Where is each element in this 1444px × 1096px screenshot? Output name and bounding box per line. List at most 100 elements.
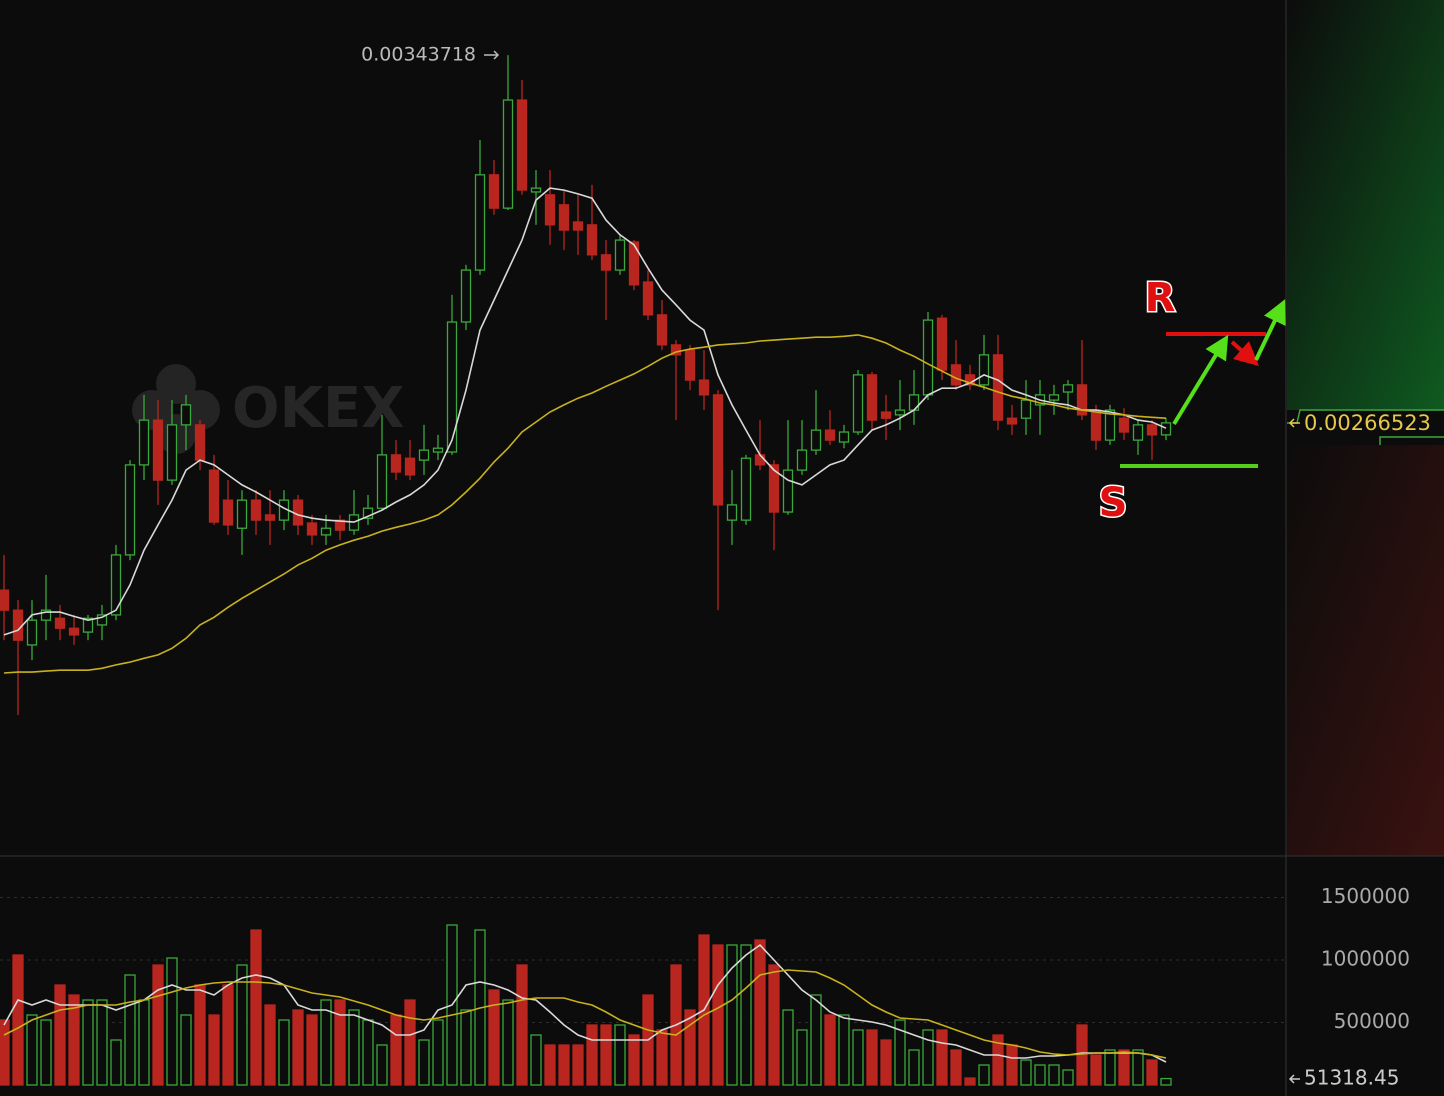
volume-bar [432, 1019, 444, 1086]
volume-bar [558, 1044, 570, 1086]
volume-bar [404, 999, 416, 1086]
volume-bar [26, 1014, 38, 1086]
candle-body [68, 627, 80, 636]
volume-bar [390, 1014, 402, 1086]
candle-body [474, 174, 486, 271]
volume-bar [852, 1029, 864, 1086]
candle-body [642, 281, 654, 316]
candle-body [1132, 424, 1144, 441]
volume-bar [880, 1039, 892, 1086]
candle-body [40, 609, 52, 621]
candle-body [82, 617, 94, 633]
candle-body [838, 431, 850, 443]
volume-bar [418, 1039, 430, 1086]
volume-bar [782, 1009, 794, 1086]
volume-bar [894, 1019, 906, 1086]
y-tick-label: 1500000 [1321, 884, 1410, 908]
volume-bar [530, 1034, 542, 1086]
volume-bar [656, 1029, 668, 1086]
candle-body [922, 319, 934, 396]
volume-bar [96, 999, 108, 1086]
candle-body [558, 204, 570, 231]
candle-body [390, 454, 402, 473]
volume-bar [992, 1034, 1004, 1086]
candle-body [824, 429, 836, 441]
volume-bar [152, 964, 164, 1086]
volume-bar [236, 964, 248, 1086]
candle-body [376, 454, 388, 509]
volume-bar [866, 1029, 878, 1086]
candle-body [754, 454, 766, 466]
depth-ask-area [1287, 445, 1444, 856]
volume-bar [180, 1014, 192, 1086]
volume-bar [1118, 1049, 1130, 1086]
candle-body [614, 239, 626, 271]
candle-body [1048, 394, 1060, 401]
volume-bar [1146, 1059, 1158, 1086]
volume-bar [936, 1029, 948, 1086]
volume-bar [334, 999, 346, 1086]
moving-average [3, 334, 1167, 674]
candle-body [950, 364, 962, 386]
candle-body [572, 221, 584, 231]
volume-bar [754, 939, 766, 1086]
candle-body [1076, 384, 1088, 416]
candle-body [446, 321, 458, 453]
volume-bar [1048, 1064, 1060, 1086]
volume-bar [124, 974, 136, 1086]
candle-body [530, 187, 542, 193]
volume-bar [1062, 1069, 1074, 1086]
candle-body [698, 379, 710, 396]
candle-body [978, 354, 990, 386]
volume-bar [250, 929, 262, 1086]
volume-bar [222, 984, 234, 1086]
candle-body [0, 589, 10, 611]
last-price-label: 0.00266523 [1304, 411, 1431, 435]
candle-body [810, 429, 822, 451]
volume-bar [1090, 1054, 1102, 1086]
candle-body [516, 99, 528, 191]
candle-body [712, 394, 724, 506]
candle-body [628, 241, 640, 286]
candle-body [894, 409, 906, 416]
candle-body [362, 507, 374, 519]
volume-bar [978, 1064, 990, 1086]
last-volume-label: 51318.45 [1304, 1066, 1399, 1090]
candle-body [1146, 424, 1158, 436]
candle-body [152, 419, 164, 481]
volume-bar [1020, 1059, 1032, 1086]
candle-body [334, 519, 346, 531]
volume-bar [502, 999, 514, 1086]
candle-body [404, 457, 416, 476]
candle-body [1090, 409, 1102, 441]
candle-body [726, 504, 738, 521]
volume-bar [740, 944, 752, 1086]
candle-body [1062, 384, 1074, 393]
volume-bar [824, 1014, 836, 1086]
volume-bar [292, 1009, 304, 1086]
volume-bar [82, 999, 94, 1086]
volume-bar [922, 1029, 934, 1086]
candle-body [166, 424, 178, 481]
high-pointer [484, 50, 500, 60]
candle-body [1020, 399, 1032, 419]
candle-body [670, 344, 682, 356]
candle-body [936, 317, 948, 371]
volume-bar [488, 989, 500, 1086]
high-annotation: 0.00343718 [361, 44, 476, 66]
volume-bar [1006, 1044, 1018, 1086]
volume-bar [796, 1029, 808, 1086]
candle-body [866, 374, 878, 421]
volume-bar [1160, 1077, 1172, 1086]
y-tick-label: 1000000 [1321, 947, 1410, 971]
candle-body [264, 514, 276, 521]
volume-bar [614, 1024, 626, 1086]
candle-body [194, 424, 206, 461]
moving-average [3, 187, 1167, 636]
candle-body [250, 499, 262, 521]
volume-bar [68, 994, 80, 1086]
candle-body [586, 224, 598, 256]
volume-bar [964, 1077, 976, 1086]
